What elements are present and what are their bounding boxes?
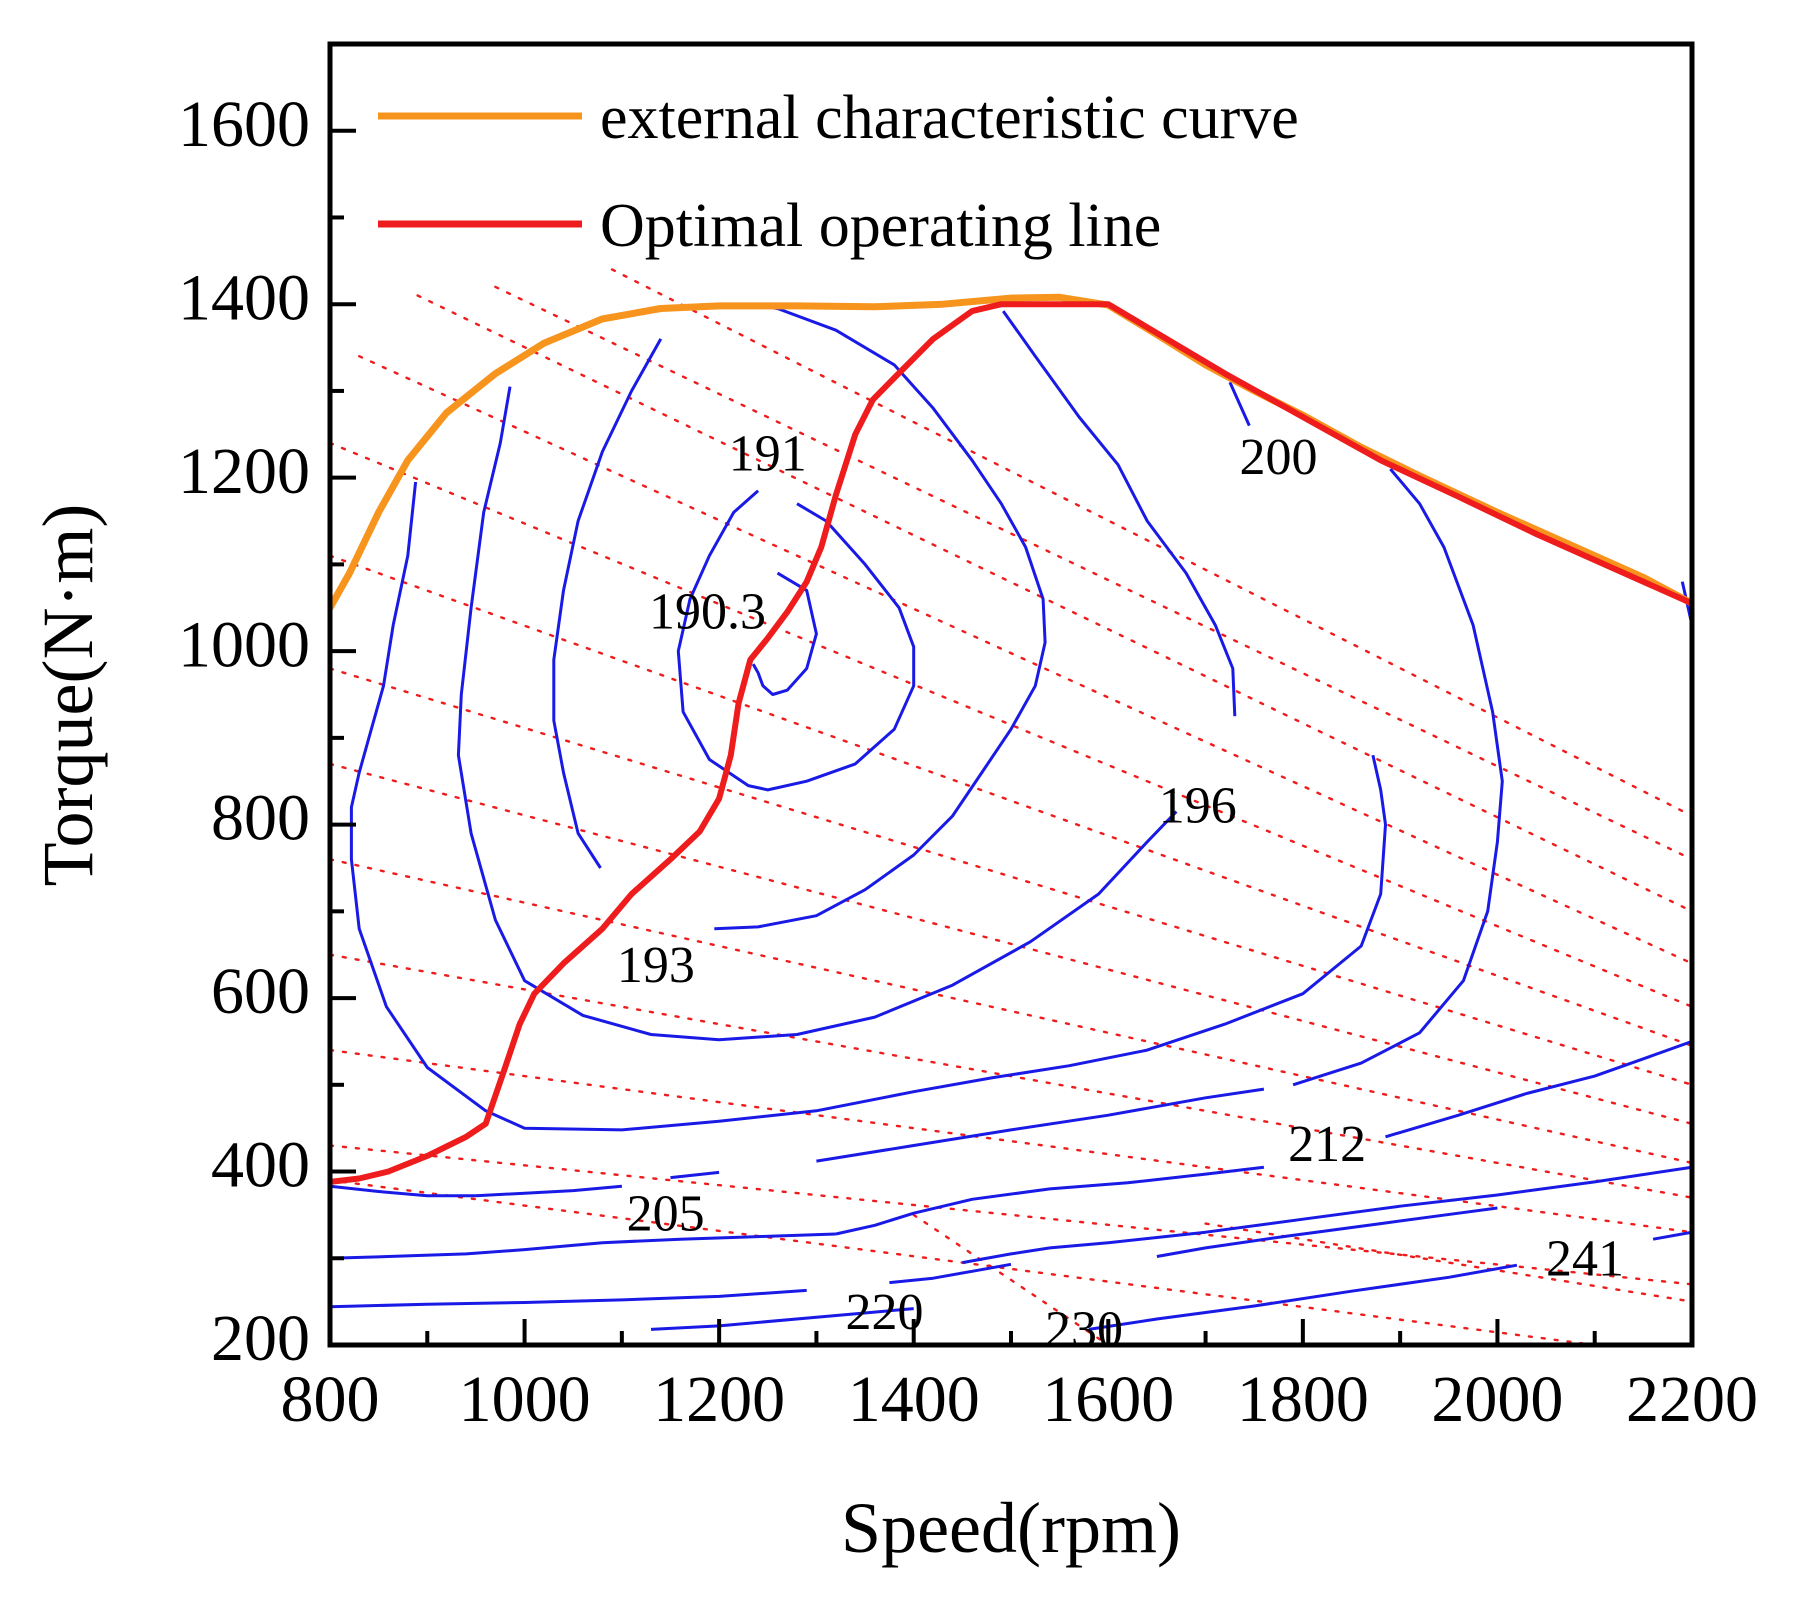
y-tick-label-1400: 1400	[178, 261, 310, 334]
y-tick-label-400: 400	[211, 1129, 310, 1202]
y-tick-label-800: 800	[211, 782, 310, 855]
contour-230-segment-20	[650, 1307, 914, 1331]
dotted-line-2	[416, 294, 1692, 913]
contour-196-segment-4	[456, 386, 1178, 1042]
contour-230-segment-18	[889, 1262, 1012, 1285]
contour-193-segment-2	[552, 338, 663, 869]
y-axis-title: Torque(N·m)	[28, 504, 108, 887]
x-tick-label-1000: 1000	[459, 1363, 591, 1436]
contour-191-segment-1	[676, 489, 916, 792]
x-tick-label-1400: 1400	[848, 1363, 980, 1436]
y-tick-label-200: 200	[211, 1302, 310, 1375]
dotted-line-5	[330, 554, 1692, 1047]
y-tick-label-1200: 1200	[178, 435, 310, 508]
contour-label-4: 200	[1240, 429, 1318, 486]
dotted-line-10	[330, 1048, 1692, 1234]
external-characteristic-curve	[330, 293, 1692, 612]
sfc-iso-power-dotted-lines	[330, 268, 1692, 1345]
axis-ticks	[328, 42, 1694, 1347]
contour-200-segment-6	[349, 481, 1387, 1132]
x-axis-tick-labels: 800 1000 1200 1400 1600 1800 2000 2200	[281, 1363, 1759, 1436]
contour-200-segment-7	[1228, 381, 1251, 427]
x-tick-label-2200: 2200	[1626, 1363, 1758, 1436]
dotted-line-13	[912, 1213, 1110, 1345]
contour-label-9: 241	[1546, 1230, 1624, 1287]
x-tick-label-1800: 1800	[1237, 1363, 1369, 1436]
contour-230-segment-19	[1156, 1206, 1498, 1258]
optimal-operating-line	[330, 301, 1692, 1185]
contour-220-segment-16	[330, 1288, 807, 1309]
contour-label-8: 230	[1045, 1302, 1123, 1359]
legend-label-optimal-line: Optimal operating line	[600, 192, 1161, 260]
contour-label-5: 205	[627, 1185, 705, 1242]
contour-212-segment-13	[835, 1165, 1265, 1236]
contour-193-segment-3	[714, 302, 1047, 931]
contour-212-segment-14	[1385, 1039, 1692, 1139]
dotted-line-1	[494, 285, 1692, 861]
contour-label-7: 220	[846, 1284, 924, 1341]
contour-241-segment-22	[1652, 1230, 1692, 1241]
y-tick-label-600: 600	[211, 955, 310, 1028]
x-tick-label-2000: 2000	[1431, 1363, 1563, 1436]
y-tick-label-1600: 1600	[178, 88, 310, 161]
contour-label-3: 196	[1159, 778, 1237, 835]
legend: external characteristic curve Optimal op…	[378, 84, 1299, 260]
contour-205-segment-9	[670, 1170, 720, 1180]
contour-212-segment-12	[330, 1232, 836, 1260]
contour-label-1: 191	[729, 426, 807, 483]
y-tick-label-1000: 1000	[178, 608, 310, 681]
x-tick-label-800: 800	[281, 1363, 380, 1436]
contour-205-segment-11	[1292, 468, 1504, 1087]
contour-label-2: 193	[617, 937, 695, 994]
bsfc-contour-lines	[330, 302, 1692, 1331]
contour-205-segment-8	[330, 1184, 623, 1198]
x-tick-label-1200: 1200	[653, 1363, 785, 1436]
contour-label-0: 190.3	[649, 583, 766, 640]
y-axis-tick-labels: 200 400 600 800 1000 1200 1400 1600	[178, 88, 310, 1375]
dotted-line-11	[330, 1144, 1692, 1286]
legend-label-external-curve: external characteristic curve	[600, 84, 1299, 152]
x-tick-label-1600: 1600	[1042, 1363, 1174, 1436]
contour-190-3-segment-0	[751, 571, 818, 696]
dotted-line-0	[610, 268, 1692, 818]
contour-220-segment-17	[962, 1165, 1692, 1265]
contour-196-segment-5	[1001, 310, 1237, 717]
contour-label-6: 212	[1288, 1116, 1366, 1173]
contour-label-layer: 190.3 191 193 196 200 205 212 220 230 241	[617, 426, 1624, 1359]
dotted-line-12	[330, 1179, 1596, 1345]
x-axis-title: Speed(rpm)	[841, 1488, 1181, 1568]
dotted-line-7	[330, 762, 1692, 1125]
contour-205-segment-10	[816, 1087, 1265, 1163]
dotted-line-4	[330, 441, 1692, 1008]
contour-241-segment-21	[1088, 1263, 1518, 1331]
series-layer	[330, 293, 1692, 1185]
